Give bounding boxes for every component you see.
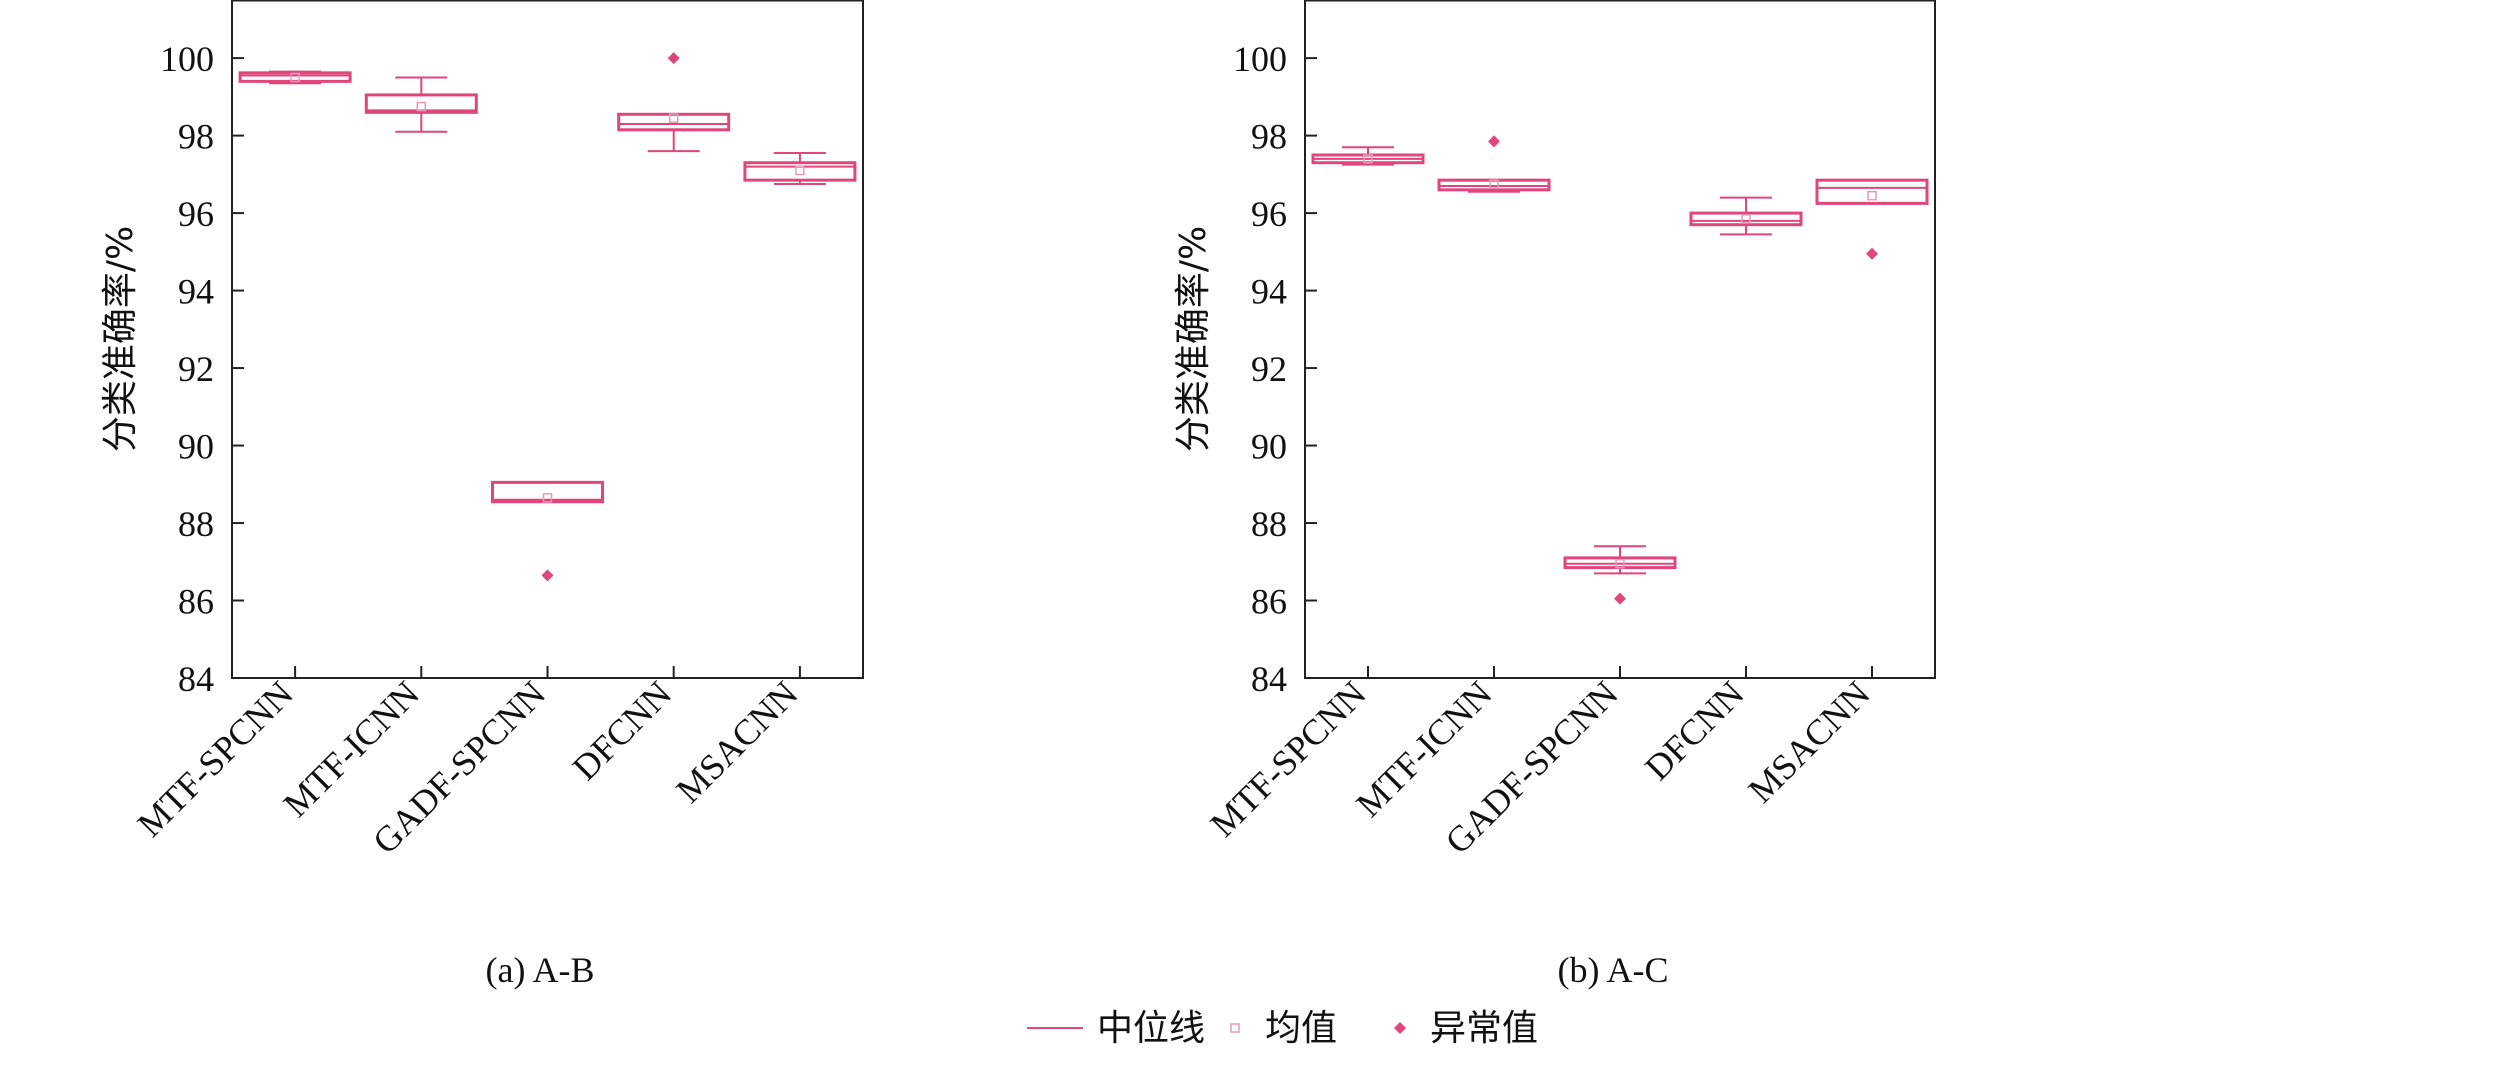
panel-a-box xyxy=(743,161,857,182)
panel-b-ytick-label: 84 xyxy=(1251,659,1287,699)
panel-a-box xyxy=(364,93,478,114)
panel-b-plot-frame xyxy=(1304,0,1936,679)
panel-a-ytick-label: 88 xyxy=(178,504,214,544)
panel-a-ytick-label: 98 xyxy=(178,117,214,157)
panel-a-category-label: DFCNN xyxy=(565,673,680,788)
panel-b-ytick-label: 98 xyxy=(1251,117,1287,157)
panel-b-ytick-label: 86 xyxy=(1251,582,1287,622)
panel-b-category-label: DFCNN xyxy=(1637,673,1752,788)
panel-b-box xyxy=(1689,211,1803,227)
panel-a-ytick-label: 92 xyxy=(178,349,214,389)
panel-b-ytick-label: 90 xyxy=(1251,427,1287,467)
panel-b-ytick-label: 100 xyxy=(1233,39,1287,79)
panel-a-mean-marker xyxy=(668,113,679,123)
panel-b-mean-marker xyxy=(1741,214,1751,224)
panel-b-mean-marker xyxy=(1867,190,1877,201)
panel-a-ytick-label: 96 xyxy=(178,194,214,234)
panel-b-outlier-point xyxy=(1614,592,1626,605)
panel-a-category-label: MSACNN xyxy=(668,673,805,810)
panel-b-ytick-label: 94 xyxy=(1251,272,1287,312)
panel-a-mean-marker xyxy=(542,493,553,503)
panel-b-mean-marker xyxy=(1489,179,1499,189)
panel-b-ytick-label: 92 xyxy=(1251,349,1287,389)
panel-b-category-label: MTF-SPCNN xyxy=(1202,673,1373,844)
panel-a-ytick-label: 84 xyxy=(178,659,214,699)
panel-a-outlier-point xyxy=(541,569,554,582)
panel-a-mean-marker xyxy=(795,165,805,176)
panel-b-mean-marker xyxy=(1363,154,1373,164)
panel-b-outlier-point xyxy=(1488,135,1500,148)
panel-a-outlier-point xyxy=(667,52,680,65)
legend-mean-symbol xyxy=(1230,1023,1240,1033)
panel-a-ytick-label: 90 xyxy=(178,427,214,467)
panel-a-caption: (a) A-B xyxy=(486,950,595,990)
panel-b-ylabel: 分类准确率/% xyxy=(1173,226,1214,452)
legend-outlier-label: 异常值 xyxy=(1430,1008,1538,1049)
panel-a-ytick-label: 100 xyxy=(160,39,214,79)
panel-a-ytick-label: 86 xyxy=(178,582,214,622)
panel-b-category-label: MSACNN xyxy=(1740,673,1877,810)
panel-b-outlier-point xyxy=(1866,247,1878,260)
legend-outlier-symbol xyxy=(1394,1022,1406,1034)
panel-a-ytick-label: 94 xyxy=(178,272,214,312)
panel-a-mean-marker xyxy=(290,72,300,83)
legend-mean-label: 均值 xyxy=(1265,1008,1337,1049)
panel-b-ytick-label: 96 xyxy=(1251,194,1287,234)
panel-b-ytick-label: 88 xyxy=(1251,504,1287,544)
panel-a-category-label: MTF-SPCNN xyxy=(130,673,301,844)
panel-b-mean-marker xyxy=(1615,558,1625,569)
panel-b-caption: (b) A-C xyxy=(1558,950,1669,990)
legend-median-label: 中位线 xyxy=(1097,1008,1205,1049)
panel-a-ylabel: 分类准确率/% xyxy=(100,226,141,452)
panel-a-mean-marker xyxy=(416,101,427,112)
